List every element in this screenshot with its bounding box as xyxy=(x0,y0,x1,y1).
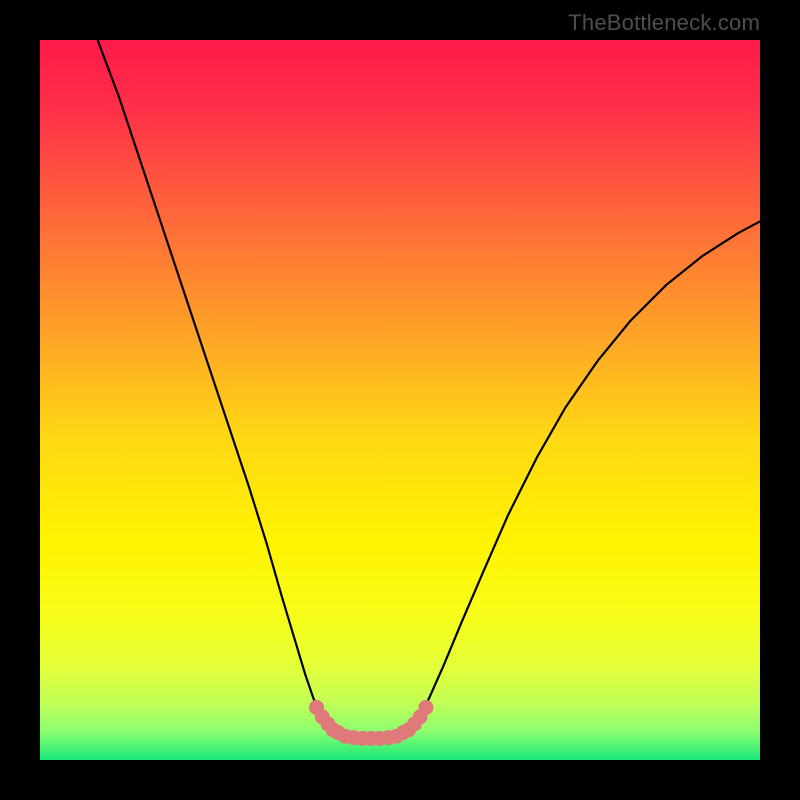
bottleneck-curve-chart xyxy=(40,40,760,760)
valley-highlight-dots xyxy=(309,700,433,746)
bottleneck-curve xyxy=(98,40,760,738)
valley-dot xyxy=(418,700,433,715)
watermark-label: TheBottleneck.com xyxy=(568,10,760,36)
